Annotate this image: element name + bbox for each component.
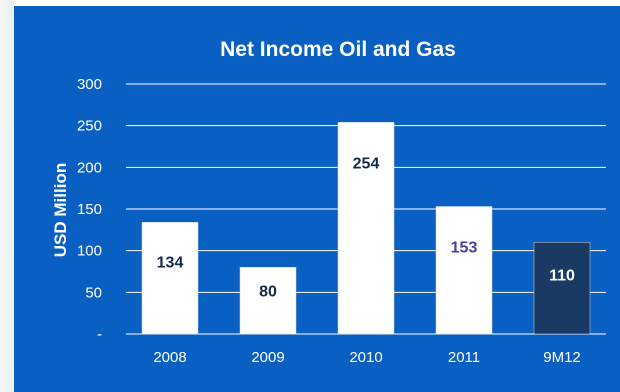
data-label: 110 bbox=[549, 267, 575, 284]
chart-title: Net Income Oil and Gas bbox=[220, 38, 456, 61]
y-tick-label: 150 bbox=[77, 201, 102, 218]
chart-panel bbox=[14, 6, 620, 392]
data-label: 153 bbox=[451, 240, 478, 257]
x-tick-label: 2011 bbox=[448, 349, 480, 366]
bar-9M12 bbox=[533, 242, 591, 335]
data-labels: 134 80 254 153 110 bbox=[157, 155, 575, 300]
y-tick-labels: - 50 100 150 200 250 300 bbox=[77, 76, 102, 343]
x-tick-label: 2009 bbox=[251, 349, 284, 366]
bar-2009 bbox=[239, 267, 297, 335]
data-label: 254 bbox=[353, 155, 380, 172]
y-tick-label: 250 bbox=[77, 118, 102, 135]
bars bbox=[141, 122, 591, 335]
y-tick-label: 50 bbox=[85, 284, 102, 301]
x-tick-labels: 2008 2009 2010 2011 9M12 bbox=[153, 349, 580, 366]
bar-2010 bbox=[337, 122, 395, 335]
y-tick-label: 200 bbox=[77, 159, 102, 176]
x-tick-label: 2008 bbox=[153, 349, 186, 366]
y-axis-label: USD Million bbox=[51, 163, 70, 257]
data-label: 80 bbox=[259, 284, 277, 301]
x-tick-label: 9M12 bbox=[543, 349, 581, 366]
bar-2008 bbox=[141, 222, 199, 335]
y-tick-label: 300 bbox=[77, 76, 102, 93]
y-tick-label: - bbox=[97, 326, 102, 343]
left-edge-strip bbox=[0, 0, 14, 392]
x-tick-label: 2010 bbox=[349, 349, 382, 366]
y-tick-label: 100 bbox=[77, 243, 102, 260]
bar-2011 bbox=[435, 206, 493, 335]
data-label: 134 bbox=[157, 254, 184, 271]
